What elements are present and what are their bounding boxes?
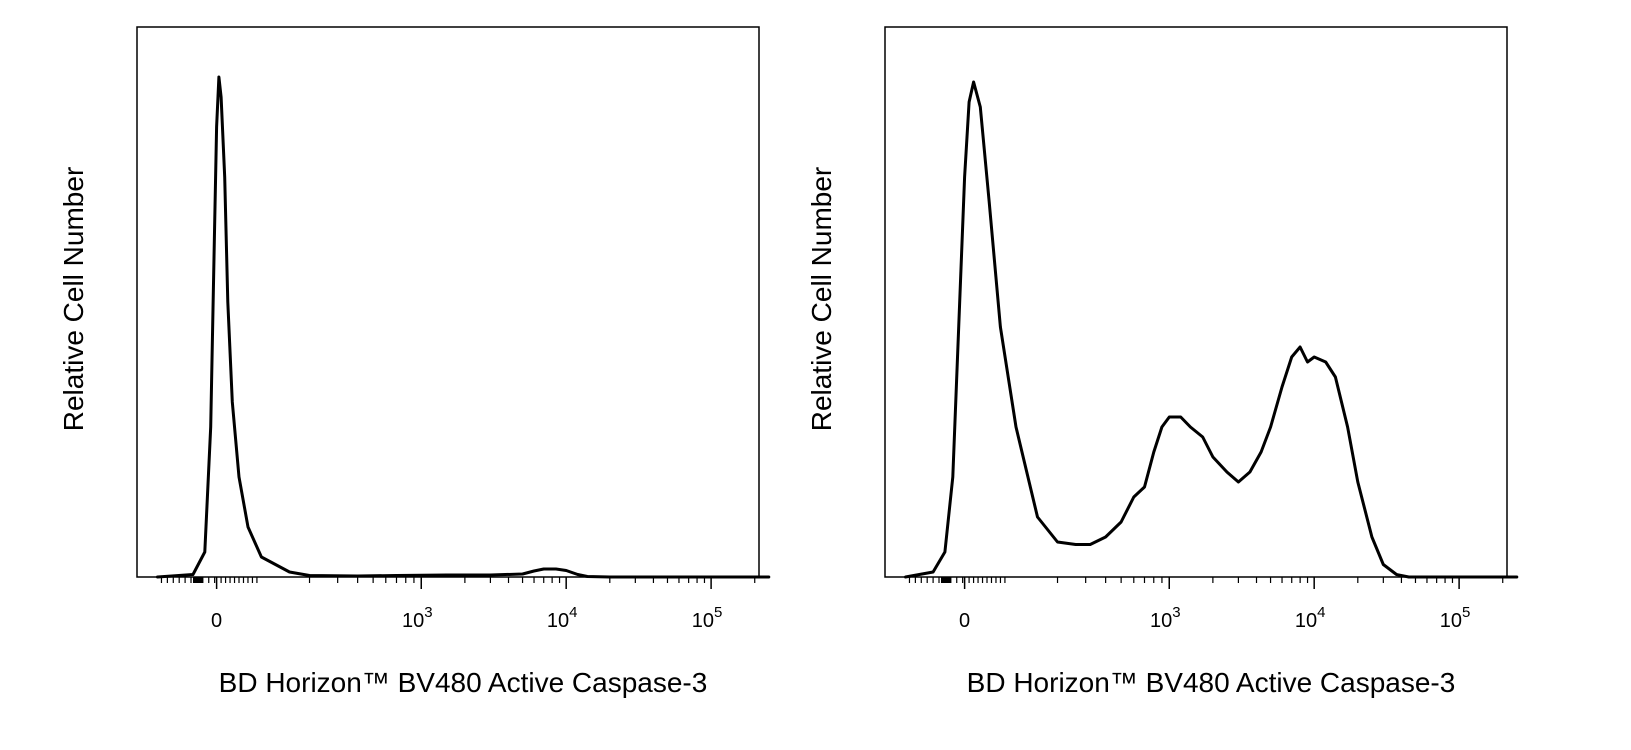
histogram-curve [156,75,771,579]
zero-region-tick-cluster [940,577,951,583]
x-tick-label: 103 [402,604,433,632]
chart-panel-2: 0 103 104 105 BD Horizon™ BV480 Active Caspa… [806,26,1519,698]
x-tick-label: 0 [211,610,222,632]
histogram-curve [904,80,1519,579]
y-axis-label: Relative Cell Number [58,167,89,432]
x-tick-label: 105 [692,604,723,632]
x-tick-label: 105 [1440,604,1471,632]
x-axis-label: BD Horizon™ BV480 Active Caspase-3 [219,667,708,698]
x-tick-label: 104 [547,604,578,632]
plot-frame [136,26,760,578]
chart-panel-1: 0 103 104 105 BD Horizon™ BV480 Active Caspa… [58,26,771,698]
zero-region-tick-cluster [192,577,203,583]
plot-frame [884,26,1508,578]
minor-ticks [160,577,756,583]
y-axis-label: Relative Cell Number [806,167,837,432]
x-tick-label: 104 [1295,604,1326,632]
x-tick-label: 103 [1150,604,1181,632]
x-tick-label: 0 [959,610,970,632]
x-axis-label: BD Horizon™ BV480 Active Caspase-3 [967,667,1456,698]
